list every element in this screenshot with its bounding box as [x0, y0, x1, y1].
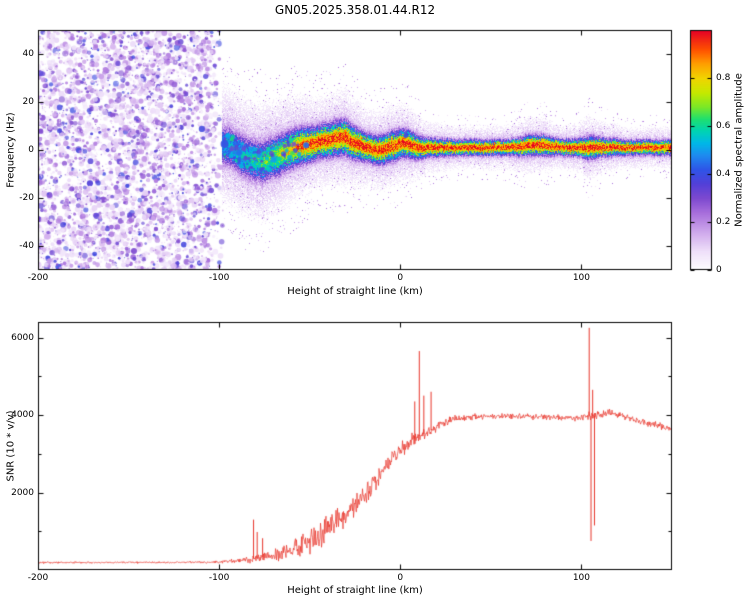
colorbar-tick-label: 0.2: [716, 217, 731, 227]
top-y-tick-label: 40: [22, 49, 34, 59]
bottom-xaxis-label: Height of straight line (km): [287, 585, 423, 596]
bottom-x-tick-label: -100: [208, 573, 230, 583]
top-xaxis-label: Height of straight line (km): [287, 286, 423, 297]
colorbar-tick-label: 0.8: [716, 73, 731, 83]
bottom-y-tick-label: 2000: [11, 487, 34, 498]
bottom-yaxis-label: SNR (10 * v/v): [5, 410, 17, 482]
bottom-x-tick-label: 100: [572, 573, 591, 583]
top-x-tick-label: 100: [572, 273, 591, 283]
bottom-y-tick-label: 6000: [11, 332, 34, 343]
colorbar-tick-label: 0.4: [716, 169, 731, 179]
bottom-y-tick-label: 4000: [11, 410, 34, 420]
top-y-tick-label: -20: [19, 193, 34, 203]
top-y-tick-label: 20: [22, 97, 34, 107]
top-x-tick-label: -100: [208, 273, 230, 283]
bottom-x-tick-label: -200: [27, 573, 49, 583]
colorbar-label: Normalized spectral amplitude: [733, 73, 745, 227]
colorbar-tick-label: 0.6: [716, 121, 731, 131]
top-x-tick-label: 0: [397, 273, 404, 283]
top-x-tick-label: -200: [27, 273, 49, 283]
figure-title: GN05.2025.358.01.44.R12: [274, 3, 436, 17]
top-y-tick-label: 0: [28, 145, 34, 155]
top-y-tick-label: -40: [19, 241, 34, 251]
bottom-x-tick-label: 0: [397, 573, 404, 583]
colorbar-tick-label: 0: [716, 265, 722, 275]
